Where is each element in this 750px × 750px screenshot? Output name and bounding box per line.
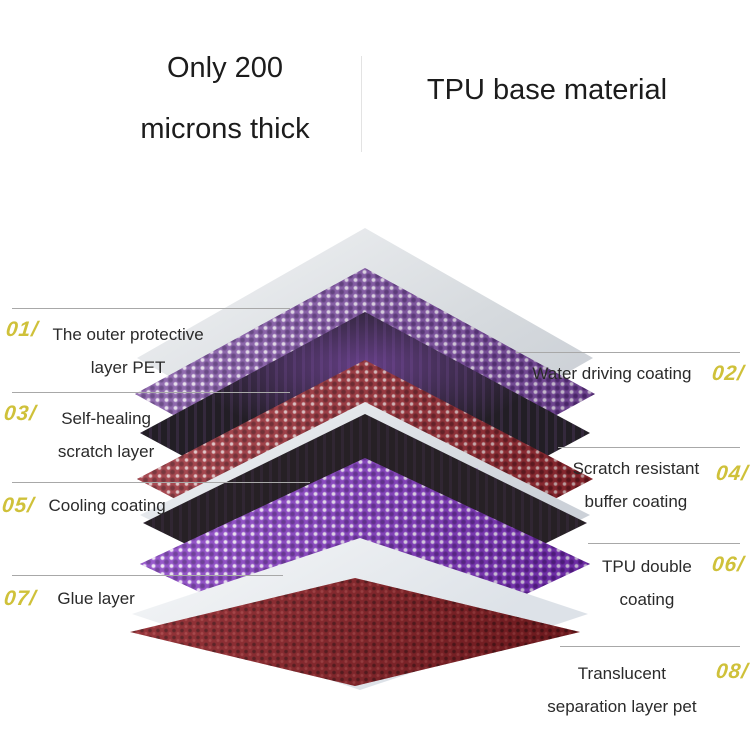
label-01-text-line1: The outer protective (52, 325, 204, 344)
label-05-text-line1: Cooling coating (48, 496, 166, 515)
label-08-text-line1: Translucent (577, 664, 666, 683)
headline-thickness: Only 200 microns thick (100, 38, 350, 160)
leader-line-08 (560, 646, 740, 647)
headline-material: TPU base material (426, 74, 668, 106)
leader-line-01 (12, 308, 290, 309)
label-08-number: 08/ (714, 660, 750, 683)
header-divider-line (361, 56, 362, 152)
label-07-glue-layer: 07/ Glue layer (2, 587, 156, 611)
leader-line-07 (12, 575, 283, 576)
label-07-text-line1: Glue layer (57, 589, 135, 608)
label-03-self-healing: 03/ Self-healing scratch layer (2, 402, 176, 468)
label-05-number: 05/ (0, 494, 36, 517)
label-07-number: 07/ (2, 587, 38, 610)
label-04-scratch-resistant: Scratch resistant buffer coating 04/ (556, 452, 750, 518)
label-08-translucent-separation: Translucent separation layer pet 08/ (528, 657, 750, 723)
leader-line-03 (12, 392, 290, 393)
headline-thickness-line1: Only 200 (166, 52, 284, 84)
label-04-text-line1: Scratch resistant (572, 459, 700, 478)
headline-thickness-line2: microns thick (140, 113, 310, 145)
label-06-number: 06/ (710, 553, 746, 576)
label-03-text-line2: scratch layer (57, 442, 155, 461)
label-01-outer-protective-pet: 01/ The outer protective layer PET (4, 318, 218, 384)
leader-line-05 (12, 482, 310, 483)
label-02-text-line1: Water driving coating (532, 364, 692, 383)
label-06-tpu-double: TPU double coating 06/ (582, 550, 746, 616)
label-01-number: 01/ (4, 318, 40, 341)
label-03-text-line1: Self-healing (61, 409, 151, 428)
label-06-text-line2: coating (619, 590, 675, 609)
label-02-number: 02/ (710, 362, 746, 385)
label-01-text-line2: layer PET (90, 358, 166, 377)
leader-line-06 (588, 543, 740, 544)
label-04-text-line2: buffer coating (584, 492, 688, 511)
label-02-water-driving: Water driving coating 02/ (512, 362, 746, 386)
label-03-number: 03/ (2, 402, 38, 425)
label-04-number: 04/ (714, 462, 750, 485)
leader-line-04 (558, 447, 740, 448)
label-05-cooling-coating: 05/ Cooling coating (0, 494, 180, 518)
leader-line-02 (516, 352, 740, 353)
label-06-text-line1: TPU double (602, 557, 692, 576)
label-08-text-line2: separation layer pet (547, 697, 697, 716)
